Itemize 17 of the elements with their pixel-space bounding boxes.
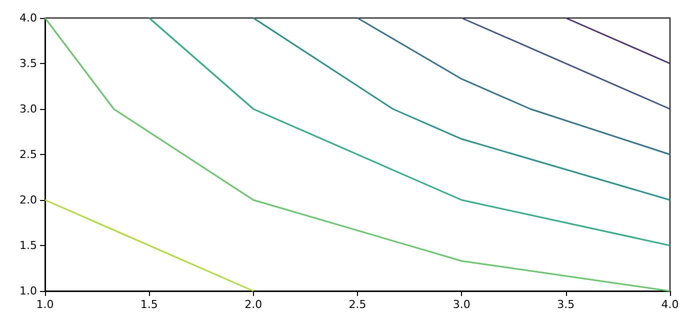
- x-tick-label: 3.5: [557, 298, 575, 311]
- line-series: [252, 17, 671, 201]
- y-tick-label: 1.0: [20, 284, 37, 298]
- y-tick-label: 4.0: [20, 12, 37, 24]
- y-tick-label: 1.5: [20, 239, 37, 252]
- y-tick-label: 3.5: [20, 57, 37, 70]
- x-tick-label: 2.5: [348, 298, 366, 311]
- line-series: [356, 17, 671, 156]
- x-tick-label: 2.0: [244, 298, 262, 311]
- y-tick-label: 2.0: [20, 194, 37, 206]
- y-tick-label: 2.5: [20, 148, 37, 161]
- y-tick-label: 3.0: [20, 102, 37, 116]
- x-tick-label: 4.0: [661, 298, 679, 311]
- x-tick-label: 1.5: [140, 298, 158, 311]
- line-series: [148, 17, 671, 246]
- x-tick-label: 1.0: [36, 298, 54, 311]
- x-tick-label: 3.0: [452, 298, 470, 311]
